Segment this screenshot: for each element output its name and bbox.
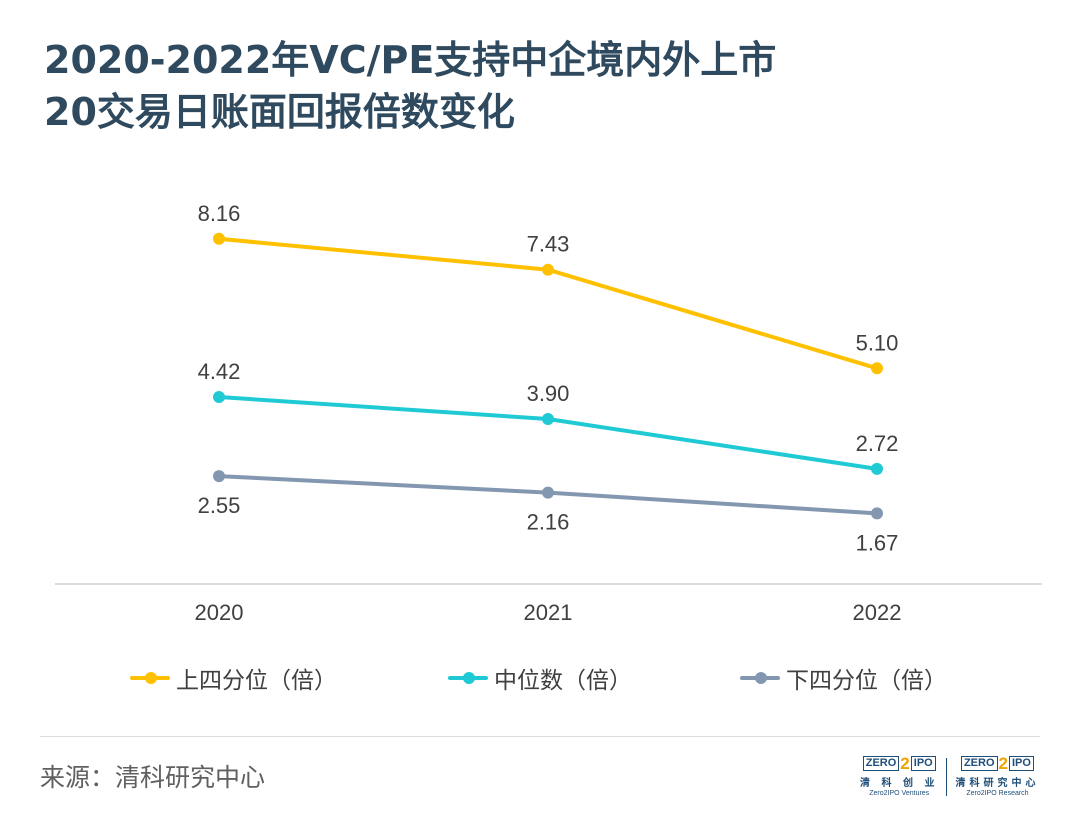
x-tick-label-2020: 2020: [195, 600, 244, 625]
zero2ipo-research-logo: ZERO 2 IPO 清科研究中心 Zero2IPO Research: [955, 753, 1040, 798]
data-label-median-2020: 4.42: [198, 359, 241, 384]
point-median-2020: [213, 391, 225, 403]
zero2ipo-ventures-logo: ZERO 2 IPO 清 科 创 业 Zero2IPO Ventures: [860, 753, 939, 797]
legend-swatch-lower-quartile: [740, 672, 780, 684]
series-line-upper-quartile: [217, 236, 879, 371]
legend-swatch-upper-quartile: [130, 672, 170, 684]
series-line-median: [217, 395, 879, 471]
logos: ZERO 2 IPO 清 科 创 业 Zero2IPO Ventures ZERO 2…: [860, 753, 1040, 798]
data-label-lower-quartile-2022: 1.67: [856, 530, 899, 555]
point-median-2021: [542, 413, 554, 425]
data-label-upper-quartile-2022: 5.10: [856, 330, 899, 355]
source-note: 来源：清科研究中心: [40, 763, 266, 792]
legend-item-lower-quartile: 下四分位（倍）: [740, 658, 947, 698]
legend-swatch-median: [448, 672, 488, 684]
logo-separator: [946, 758, 948, 796]
legend-item-median: 中位数（倍）: [448, 658, 632, 698]
title-line-1: 2020-2022年VC/PE支持中企境内外上市: [44, 38, 777, 82]
title-line-2: 20交易日账面回报倍数变化: [44, 90, 515, 134]
data-label-median-2021: 3.90: [527, 381, 570, 406]
chart-title: 2020-2022年VC/PE支持中企境内外上市 20交易日账面回报倍数变化: [44, 34, 1044, 138]
data-label-median-2022: 2.72: [856, 431, 899, 456]
point-upper-quartile-2020: [213, 232, 225, 245]
chart-legend: 上四分位（倍） 中位数（倍） 下四分位（倍）: [0, 658, 1080, 698]
legend-item-upper-quartile: 上四分位（倍）: [130, 658, 337, 698]
data-label-upper-quartile-2021: 7.43: [527, 232, 570, 257]
point-lower-quartile-2020: [213, 470, 225, 483]
data-label-lower-quartile-2020: 2.55: [198, 493, 241, 518]
legend-label-lower-quartile: 下四分位（倍）: [786, 668, 947, 694]
line-chart: 2020 2021 2022 8.16 7.43 5.10 4.42 3.90 2.72 2.55…: [55, 201, 1042, 625]
point-upper-quartile-2021: [542, 263, 554, 276]
x-tick-label-2021: 2021: [524, 600, 573, 625]
point-median-2022: [871, 462, 883, 475]
point-upper-quartile-2022: [871, 362, 883, 375]
data-label-lower-quartile-2021: 2.16: [527, 510, 570, 535]
point-lower-quartile-2021: [542, 486, 554, 499]
legend-label-median: 中位数（倍）: [494, 668, 632, 694]
data-label-upper-quartile-2020: 8.16: [198, 201, 241, 226]
x-tick-label-2022: 2022: [853, 600, 902, 625]
footer-divider: [40, 736, 1040, 737]
point-lower-quartile-2022: [871, 507, 883, 520]
legend-label-upper-quartile: 上四分位（倍）: [176, 668, 337, 694]
